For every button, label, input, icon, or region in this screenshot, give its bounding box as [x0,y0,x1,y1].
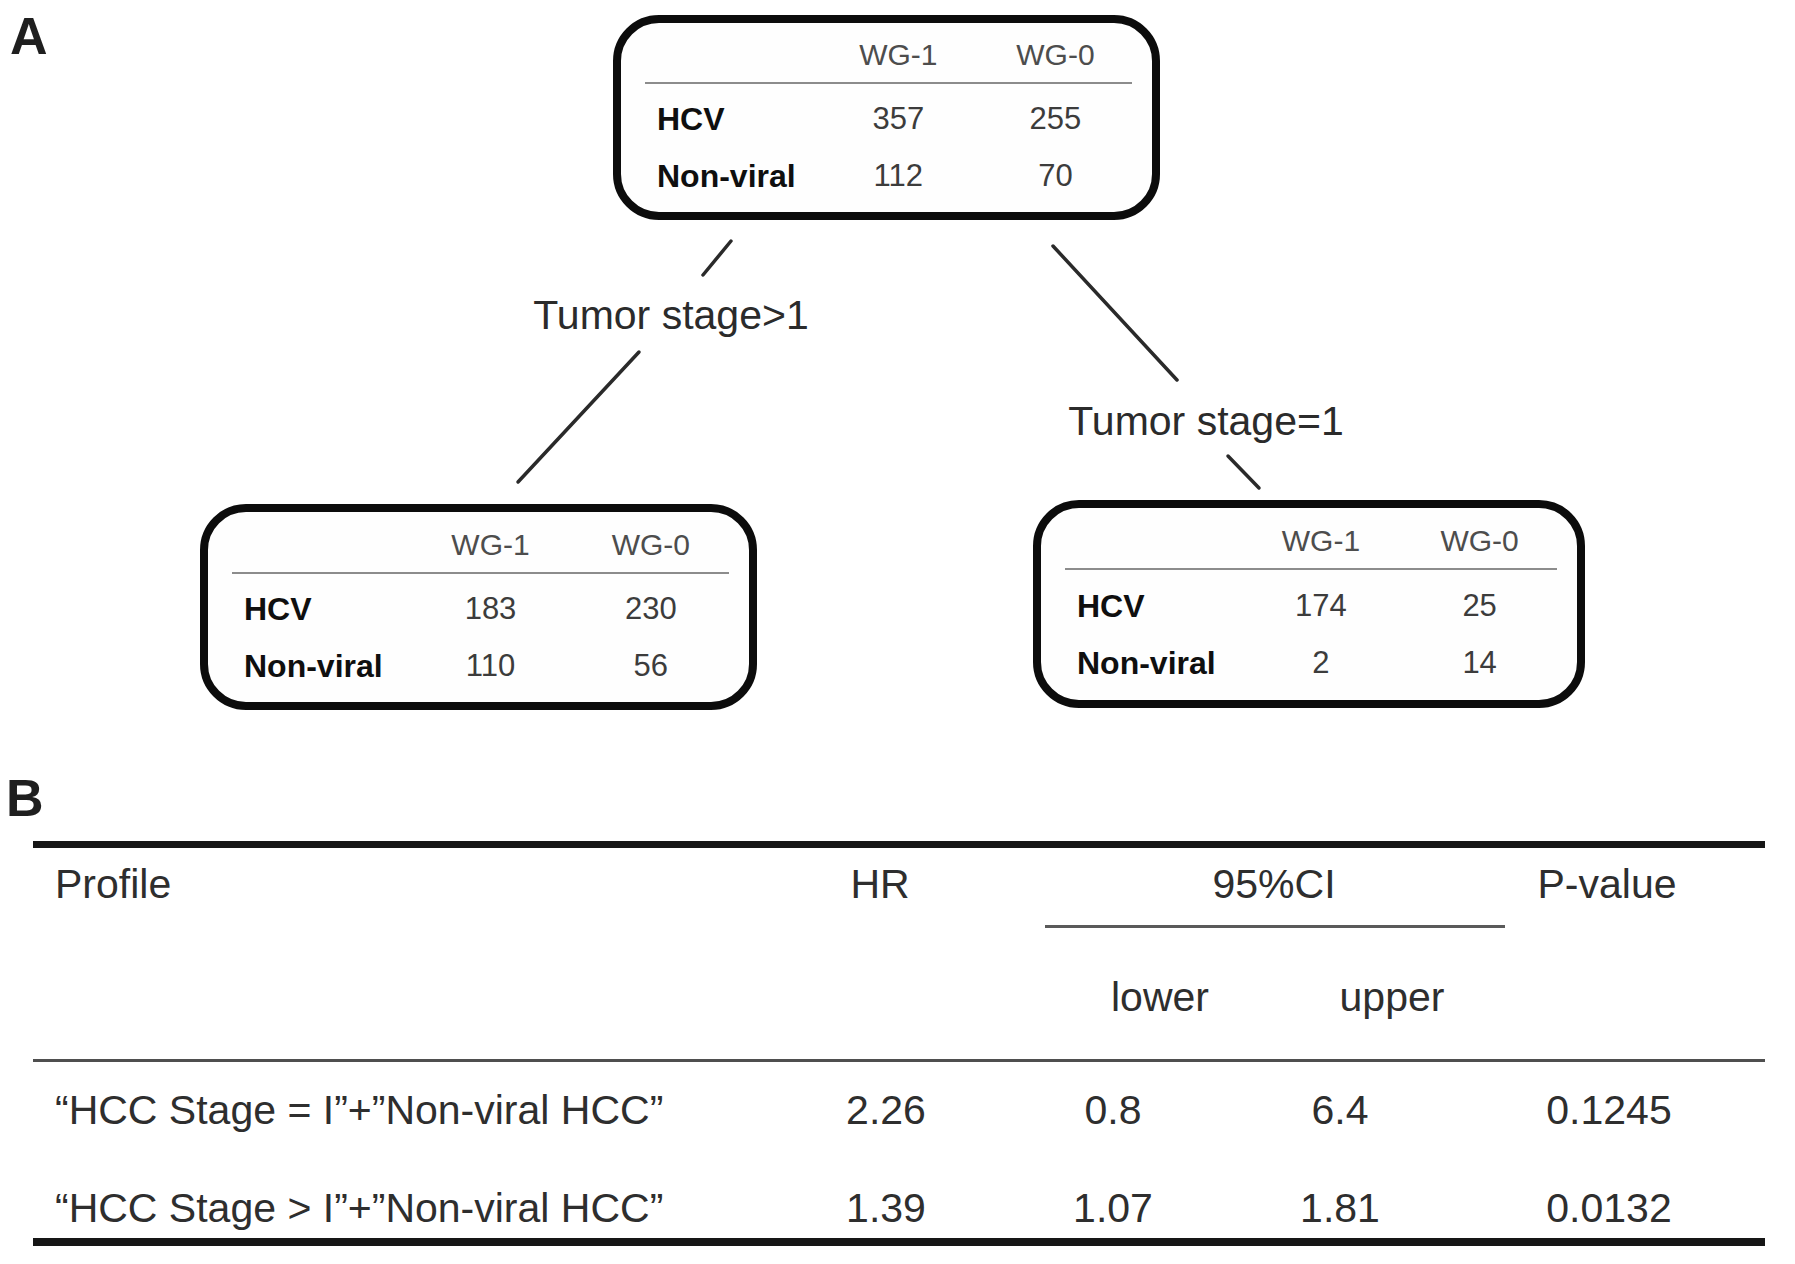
ci-underline-rule [1045,925,1505,928]
row-label: HCV [1063,580,1242,632]
cell-value: 110 [410,640,570,692]
header-separator [232,572,729,574]
row-profile: “HCC Stage = I”+”Non-viral HCC” [55,1088,663,1133]
row-ci-lower: 0.8 [1085,1088,1142,1133]
cell-value: 174 [1242,580,1401,632]
panel-a-label: A [10,10,48,62]
row-hr: 2.26 [846,1088,926,1133]
col-subheader-lower: lower [1111,975,1209,1020]
col-header-wg0: WG-0 [1400,517,1559,561]
figure: A WG-1 WG-0 HCV 357 255 Non-viral 112 70… [0,0,1795,1264]
edge-right-lower [1228,456,1259,488]
row-pvalue: 0.1245 [1546,1088,1671,1133]
empty-cell [230,521,410,565]
contingency-table: WG-1 WG-0 HCV 357 255 Non-viral 112 70 [643,29,1134,204]
header-separator [645,82,1132,84]
cell-value: 25 [1400,580,1559,632]
row-label: HCV [230,583,410,635]
table-top-rule [33,841,1765,848]
contingency-table: WG-1 WG-0 HCV 174 25 Non-viral 2 14 [1063,514,1559,692]
row-ci-upper: 1.81 [1300,1186,1380,1231]
col-header-wg0: WG-0 [571,521,731,565]
cell-value: 357 [820,93,977,145]
panel-b-label: B [6,772,44,824]
empty-cell [1063,517,1242,561]
row-label: HCV [643,93,820,145]
tree-node-stage-gt1: WG-1 WG-0 HCV 183 230 Non-viral 110 56 [200,504,757,710]
col-header-profile: Profile [55,862,171,907]
header-separator [1065,568,1557,570]
header-body-rule [33,1059,1765,1062]
col-header-wg1: WG-1 [820,31,977,75]
cell-value: 70 [977,150,1134,202]
cell-value: 255 [977,93,1134,145]
col-header-hr: HR [850,862,909,907]
contingency-table: WG-1 WG-0 HCV 183 230 Non-viral 110 56 [230,518,731,694]
col-header-wg1: WG-1 [410,521,570,565]
col-subheader-upper: upper [1340,975,1445,1020]
row-label: Non-viral [643,150,820,202]
cell-value: 183 [410,583,570,635]
row-pvalue: 0.0132 [1546,1186,1671,1231]
cell-value: 56 [571,640,731,692]
row-label: Non-viral [1063,637,1242,689]
tree-node-root: WG-1 WG-0 HCV 357 255 Non-viral 112 70 [613,15,1160,220]
branch-label-tumor-stage-eq1: Tumor stage=1 [1068,398,1343,445]
cell-value: 230 [571,583,731,635]
tree-node-stage-eq1: WG-1 WG-0 HCV 174 25 Non-viral 2 14 [1033,500,1585,708]
row-ci-lower: 1.07 [1073,1186,1153,1231]
col-header-wg0: WG-0 [977,31,1134,75]
cell-value: 112 [820,150,977,202]
empty-cell [643,31,820,75]
branch-label-tumor-stage-gt1: Tumor stage>1 [533,292,808,339]
edge-left-upper [703,241,731,275]
col-header-wg1: WG-1 [1242,517,1401,561]
row-ci-upper: 6.4 [1312,1088,1369,1133]
col-header-pvalue: P-value [1537,862,1676,907]
edge-right-upper [1053,246,1177,380]
row-profile: “HCC Stage > I”+”Non-viral HCC” [55,1186,663,1231]
cell-value: 2 [1242,637,1401,689]
col-header-ci: 95%CI [1212,862,1335,907]
row-hr: 1.39 [846,1186,926,1231]
cell-value: 14 [1400,637,1559,689]
table-bottom-rule [33,1238,1765,1246]
edge-left-lower [518,352,639,482]
row-label: Non-viral [230,640,410,692]
